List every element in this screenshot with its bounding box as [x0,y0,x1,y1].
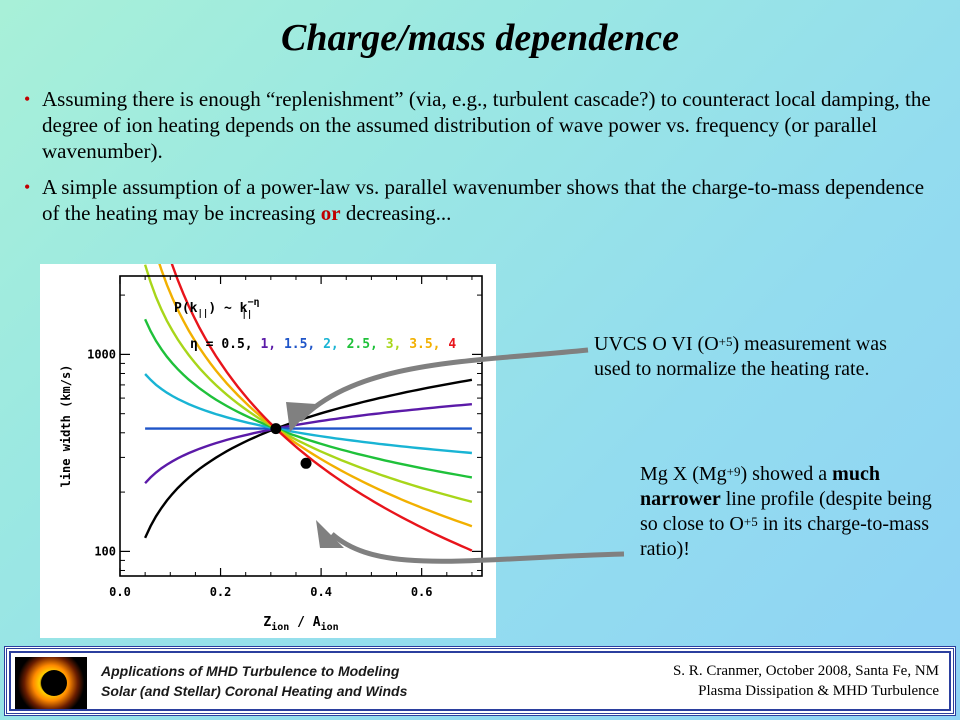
curve-eta-3.5 [158,264,473,528]
x-tick-label: 0.2 [210,585,232,599]
note1-prefix: UVCS O VI (O [594,333,719,355]
slide-title: Charge/mass dependence [281,17,679,59]
measurement-point-mgx [300,457,312,469]
footer-author: S. R. Cranmer, October 2008, Santa Fe, N… [559,661,939,701]
note2-sup: +9 [726,464,741,479]
note2-middle1: ) showed a [740,463,833,485]
bullet-text: A simple assumption of a power-law vs. p… [42,175,925,225]
legend-entry-1.5: 1.5, [284,337,323,352]
footer-course-title: Applications of MHD Turbulence to Modeli… [101,661,481,701]
note1-sup: +5 [718,334,733,349]
bullet-text-end: decreasing... [340,201,452,225]
measurement-points [270,423,312,469]
note2-bold: much narrower [640,463,880,510]
annotation-uvcs: UVCS O VI (O+5) measurement was used to … [594,332,924,382]
bullet-dot-icon: • [24,89,31,109]
bullet-item: • A simple assumption of a power-law vs.… [22,174,932,226]
y-axis-label: line width (km/s) [59,365,73,488]
x-tick-label: 0.4 [310,585,332,599]
note2-suffix: in its charge-to-mass ratio)! [640,513,929,560]
bullet-dot-icon: • [24,177,31,197]
note1-suffix: ) measurement was used to normalize the … [594,333,887,380]
footer-left-line1: Applications of MHD Turbulence to Modeli… [101,663,400,679]
curve-eta-2.5 [144,318,473,479]
plot-frame [119,275,483,577]
legend-entry-4: 4 [448,337,456,352]
curve-eta-3 [143,264,473,503]
bullet-text: Assuming there is enough “replenishment”… [42,87,931,163]
x-tick-label: 0.0 [109,585,131,599]
footer-left-line2: Solar (and Stellar) Coronal Heating and … [101,683,408,699]
x-tick-label: 0.6 [411,585,433,599]
legend-entry-0.5: 0.5, [221,337,260,352]
y-tick-label: 1000 [87,347,116,361]
measurement-point-ovi [270,423,282,435]
line-width-plot: 0.0 0.2 0.4 0.6 100 1000 P(k||) ~ k−η || η = 0… [40,264,496,638]
chart-curves [143,264,473,552]
legend-entry-1: 1, [260,337,283,352]
chart-legend: P(k||) ~ k−η || η = 0.5, 1, 1.5, 2, 2.5, … [174,297,456,352]
chart-svg: 0.0 0.2 0.4 0.6 100 1000 P(k||) ~ k−η || η = 0… [59,264,483,633]
legend-eta-values: η = 0.5, 1, 1.5, 2, 2.5, 3, 3.5, 4 [190,337,456,352]
legend-entry-3: 3, [386,337,409,352]
chart-ticks: 0.0 0.2 0.4 0.6 100 1000 [87,276,482,599]
bullet-item: • Assuming there is enough “replenishmen… [22,86,932,164]
note2-prefix: Mg X (Mg [640,463,727,485]
curve-eta-4 [170,264,473,552]
y-tick-label: 100 [94,544,116,558]
solar-corona-icon [15,657,87,709]
legend-entry-3.5: 3.5, [409,337,448,352]
annotation-mgx: Mg X (Mg+9) showed a much narrower line … [640,462,940,562]
legend-formula: P(k||) ~ k−η || [174,297,260,320]
bullet-emphasis: or [320,201,341,225]
x-axis-label: Zion / Aion [263,615,338,633]
curve-eta-2 [144,373,473,455]
footer-right-line2: Plasma Dissipation & MHD Turbulence [698,683,939,699]
footer-bar: Applications of MHD Turbulence to Modeli… [4,646,956,716]
legend-entry-2: 2, [323,337,346,352]
footer-right-line1: S. R. Cranmer, October 2008, Santa Fe, N… [672,663,939,679]
legend-entry-2.5: 2.5, [347,337,386,352]
bullet-list: • Assuming there is enough “replenishmen… [22,86,932,236]
note2-sup2: +5 [743,514,758,529]
note2-middle2: line profile (despite being so close to … [640,488,932,535]
